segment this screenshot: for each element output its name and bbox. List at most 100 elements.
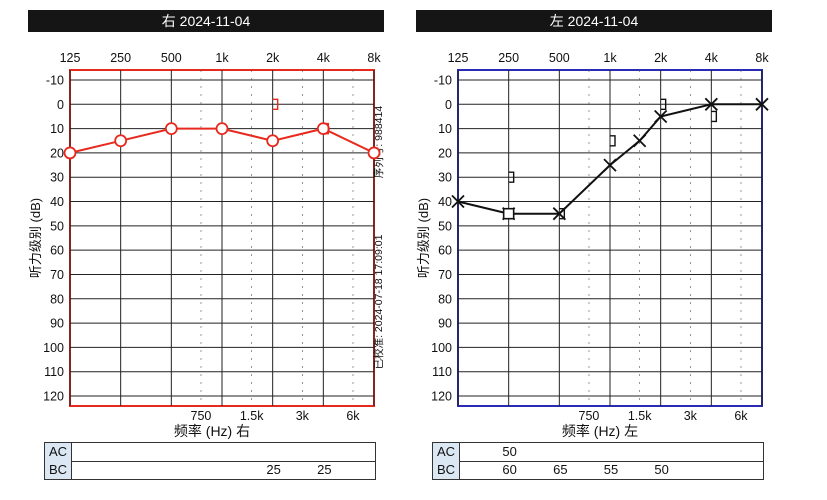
data-point-circle [215,122,229,136]
data-point-circle [316,122,330,136]
y-tick-label: 80 [438,292,452,306]
x-tick-label-top: 125 [60,51,81,65]
x-axis-title: 频率 (Hz) 左 [562,423,638,439]
y-tick-label: 70 [438,268,452,282]
y-tick-label: 40 [438,195,452,209]
bc-label: BC [433,461,460,479]
left-ear-summary-table: AC 50 BC 60 65 55 50 [432,442,764,480]
x-tick-label-top: 8k [755,51,769,65]
y-tick-label: 20 [438,146,452,160]
y-tick-label: -10 [46,74,64,88]
data-point-circle [63,146,77,160]
data-point-bracket [272,98,279,111]
x-tick-label-bottom: 3k [684,409,698,423]
x-tick-label-top: 2k [266,51,280,65]
right-ear-title: 右 2024-11-04 [161,13,251,29]
data-point-bracket [508,171,515,183]
y-tick-label: 40 [50,195,64,209]
y-tick-label: -10 [434,74,452,88]
y-tick-label: 0 [445,98,452,112]
x-tick-label-bottom: 3k [296,409,310,423]
data-point-bracket [711,110,718,123]
bc-value: 25 [266,462,281,477]
x-tick-label-top: 250 [498,51,519,65]
right-ear-summary-table: AC BC 25 25 [44,442,376,480]
data-point-cross [704,97,718,111]
serial-number-note: 序列号: 988414 [372,106,384,179]
x-tick-label-top: 500 [161,51,182,65]
x-tick-label-bottom: 1.5k [628,409,652,423]
data-point-cross [552,207,566,221]
y-tick-label: 50 [50,219,64,233]
y-tick-label: 110 [432,365,452,379]
y-axis-title: 听力级别 (dB) [28,198,43,278]
y-tick-label: 100 [43,341,64,355]
x-tick-label-bottom: 6k [346,409,360,423]
right-ear-audiogram: -10 0 10 20 30 40 50 60 70 80 90 100 110 120 125 250 500… [28,51,384,439]
x-tick-label-top: 4k [705,51,719,65]
y-tick-label: 20 [50,146,64,160]
y-tick-label: 120 [431,390,452,404]
left-ear-title-bar: 左 2024-11-04 [416,10,772,32]
data-point-cross [755,97,769,111]
data-point-bracket [610,135,616,147]
x-tick-label-top: 1k [603,51,617,65]
data-point-circle [114,134,128,148]
x-tick-label-top: 250 [110,51,131,65]
data-point-circle [266,134,280,148]
bc-value: 65 [553,462,568,477]
data-point-cross [654,109,668,124]
data-point-cross [633,134,647,148]
summary-row-bc: BC 60 65 55 50 [433,461,763,479]
bc-value: 50 [654,462,669,477]
x-tick-label-top: 4k [317,51,331,65]
data-point-circle [164,122,178,136]
left-ear-panel: 左 2024-11-04 -10 0 10 20 30 40 50 60 70 80 90 100 11… [416,10,772,490]
bc-label: BC [45,461,72,479]
y-tick-label: 30 [438,171,452,185]
left-ear-title: 左 2024-11-04 [549,13,639,29]
y-tick-label: 10 [438,122,452,136]
y-axis-title: 听力级别 (dB) [416,198,431,278]
x-tick-label-bottom: 1.5k [240,409,264,423]
y-tick-label: 80 [50,292,64,306]
y-tick-label: 60 [438,244,452,258]
y-tick-label: 50 [438,219,452,233]
x-tick-label-top: 1k [215,51,229,65]
ac-label: AC [45,443,72,461]
x-tick-label-top: 8k [367,51,381,65]
y-tick-label: 0 [57,98,64,112]
right-ear-panel: 右 2024-11-04 -10 0 10 20 30 40 50 60 70 80 90 100 11… [28,10,384,490]
x-tick-label-bottom: 750 [191,409,212,423]
x-tick-label-bottom: 6k [734,409,748,423]
data-point-circle [367,146,381,160]
y-tick-label: 70 [50,268,64,282]
y-tick-label: 60 [50,244,64,258]
y-tick-label: 90 [50,317,64,331]
data-point-bracket [323,122,330,135]
data-point-bracket [559,207,566,220]
ac-value: 50 [502,444,517,459]
data-point-cross [451,194,465,209]
y-tick-label: 30 [50,171,64,185]
y-tick-label: 10 [50,122,64,136]
ac-label: AC [433,443,460,461]
x-tick-label-top: 500 [549,51,570,65]
summary-row-ac: AC [45,443,375,462]
bc-value: 55 [603,462,619,477]
x-tick-label-bottom: 750 [579,409,600,423]
y-tick-label: 90 [438,317,452,331]
y-tick-label: 120 [43,390,64,404]
data-point-bracket [660,98,667,111]
x-axis-title: 频率 (Hz) 右 [174,423,250,439]
y-tick-label: 110 [44,365,64,379]
y-tick-label: 100 [431,341,452,355]
summary-row-bc: BC 25 25 [45,461,375,479]
data-point-square [502,207,515,220]
right-ear-title-bar: 右 2024-11-04 [28,10,384,32]
summary-row-ac: AC 50 [433,443,763,462]
left-ear-audiogram: -10 0 10 20 30 40 50 60 70 80 90 100 110 120 125 250 500… [416,51,769,439]
x-tick-label-top: 2k [654,51,668,65]
bc-value: 25 [317,462,332,477]
x-tick-label-top: 125 [448,51,469,65]
